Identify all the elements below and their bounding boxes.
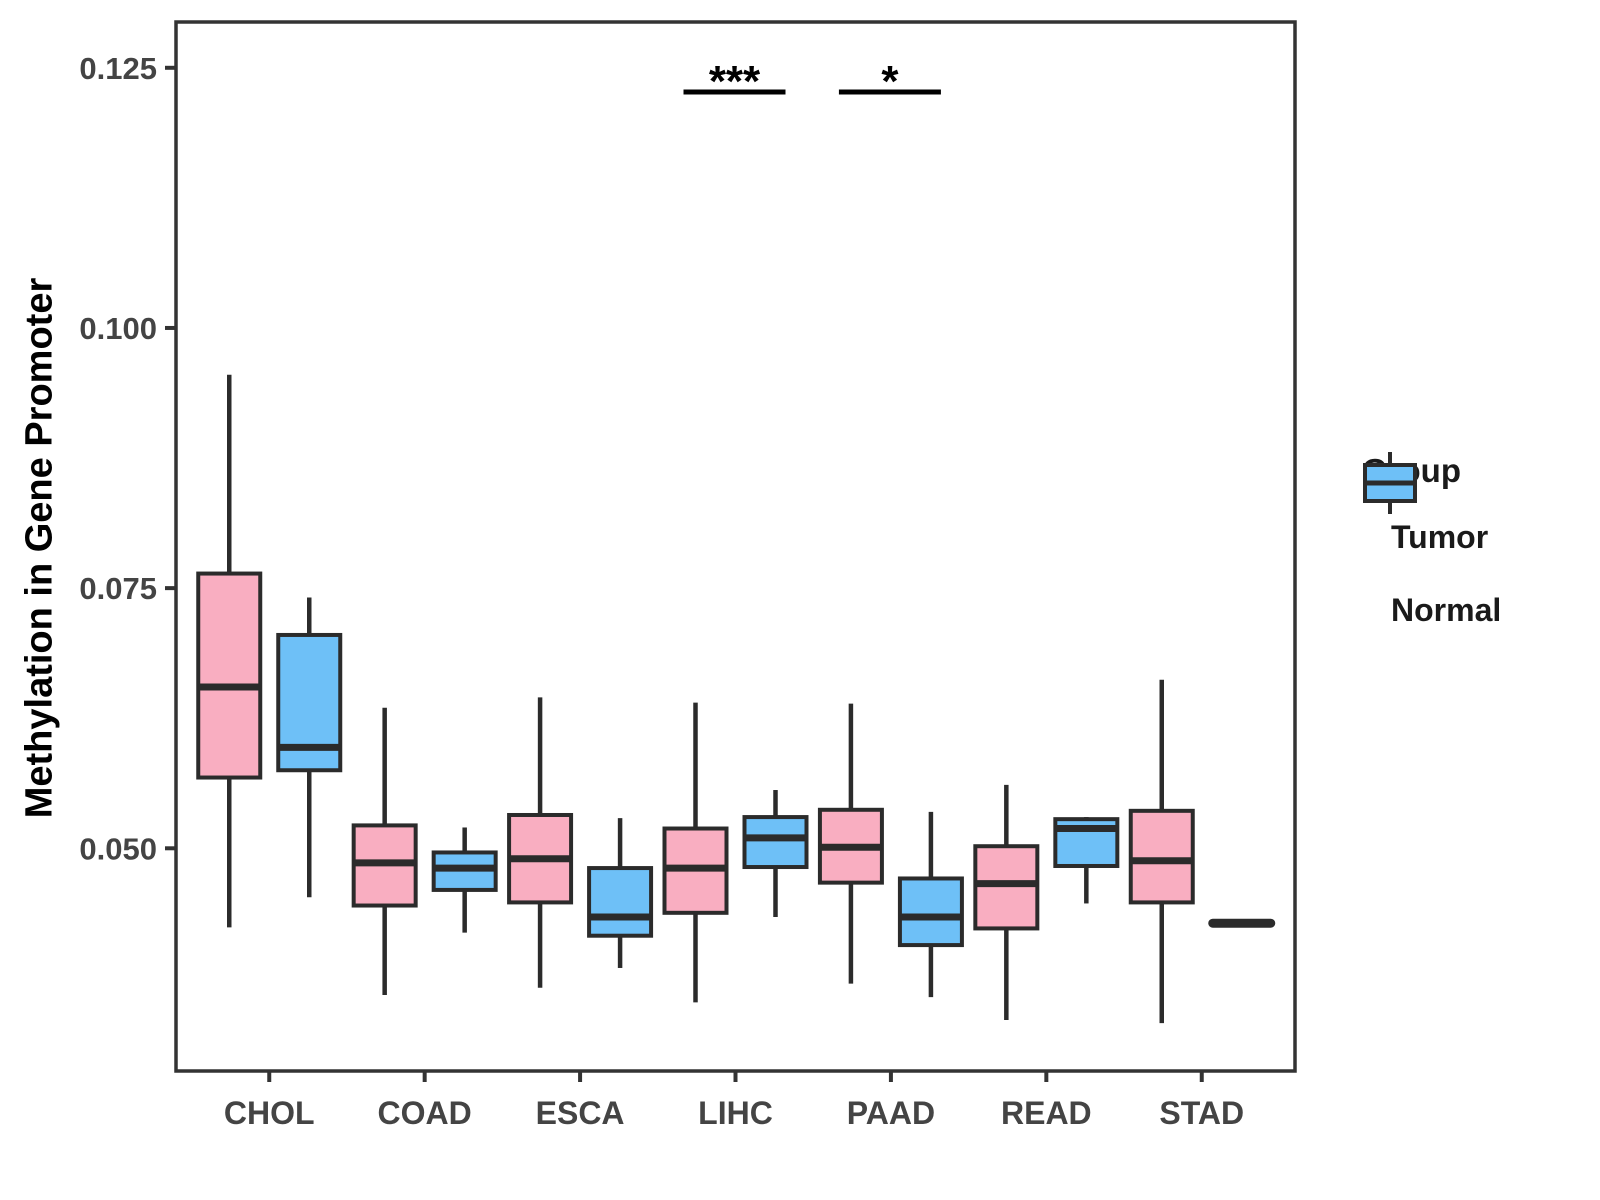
boxplot-coad-normal — [431, 827, 498, 933]
boxplot-paad-tumor — [817, 703, 884, 984]
x-tick-label-chol: CHOL — [224, 1095, 315, 1131]
legend: Group Tumor Normal — [1362, 452, 1501, 652]
iqr-box — [897, 876, 964, 948]
legend-item-tumor: Tumor — [1362, 452, 1501, 568]
x-tick-label-stad: STAD — [1159, 1095, 1244, 1131]
x-tick-label-lihc: LIHC — [698, 1095, 773, 1131]
iqr-box — [1128, 808, 1195, 905]
boxplot-esca-tumor — [507, 697, 574, 988]
boxplot-paad-normal — [897, 811, 964, 998]
y-tick-label: 0.100 — [79, 311, 157, 346]
y-tick-label: 0.125 — [79, 51, 157, 86]
legend-item-normal: Normal — [1362, 452, 1502, 641]
iqr-box — [587, 866, 654, 938]
y-tick-label: 0.075 — [79, 571, 157, 606]
boxplot-read-tumor — [973, 784, 1040, 1021]
boxplot-lihc-normal — [742, 790, 809, 917]
y-tick-label: 0.050 — [79, 831, 157, 866]
boxplot-stad-tumor — [1128, 679, 1195, 1024]
significance-stars: *** — [709, 57, 761, 106]
x-tick-label-paad: PAAD — [847, 1095, 935, 1131]
x-tick-label-coad: COAD — [378, 1095, 472, 1131]
boxplot-coad-tumor — [351, 707, 418, 996]
boxplot-esca-normal — [587, 818, 654, 968]
significance-stars: * — [881, 57, 899, 106]
legend-label-tumor: Tumor — [1391, 518, 1489, 555]
legend-label-normal: Normal — [1391, 591, 1502, 628]
iqr-box — [196, 571, 263, 780]
boxplot-chol-tumor — [196, 374, 263, 928]
plot-panel-border — [174, 20, 1297, 1073]
x-tick-label-read: READ — [1001, 1095, 1092, 1131]
significance-lihc: *** — [683, 57, 786, 106]
boxplot-chol-normal — [276, 597, 343, 898]
x-tick-label-esca: ESCA — [536, 1095, 625, 1131]
significance-paad: * — [838, 57, 941, 106]
boxplot-lihc-tumor — [662, 702, 729, 1003]
legend-key-normal-boxplot-icon — [1363, 452, 1417, 514]
iqr-box — [742, 815, 809, 870]
y-axis-title: Methylation in Gene Promoter — [18, 277, 61, 819]
iqr-box — [973, 844, 1040, 931]
boxplot-read-normal — [1053, 817, 1120, 904]
